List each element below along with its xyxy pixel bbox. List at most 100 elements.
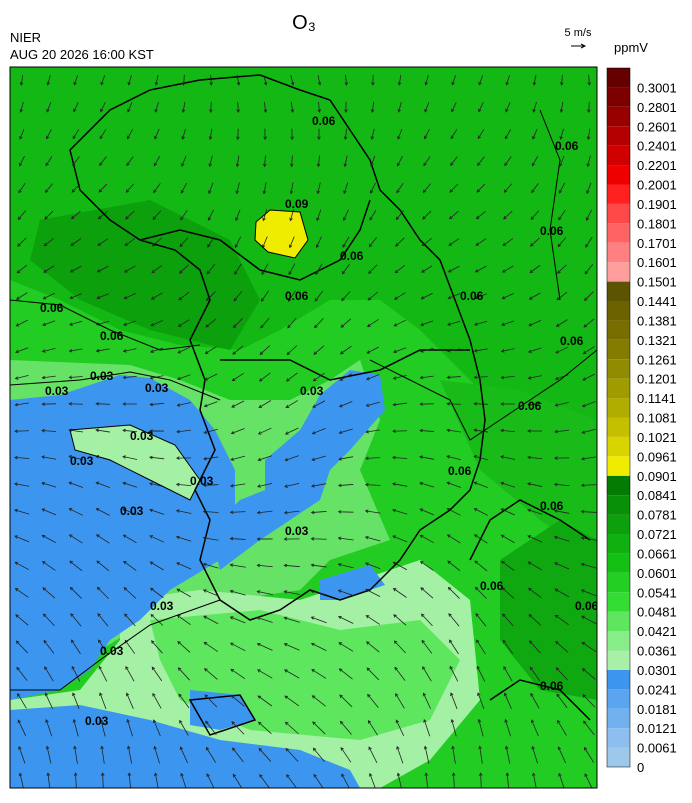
wind-arrow [505,102,511,113]
wind-arrow [208,182,214,195]
wind-arrow [392,508,408,515]
wind-arrow [256,537,273,541]
wind-arrow [262,209,268,222]
wind-arrow [446,348,461,353]
wind-arrow [393,292,406,300]
colorbar-label: 0.1081 [637,411,677,426]
wind-arrow [364,562,381,570]
coastlines [69,74,591,736]
wind-arrow [149,455,165,460]
wind-arrow [72,692,80,710]
wind-arrow [122,455,138,460]
wind-arrow [473,455,489,461]
wind-arrow [96,586,109,599]
wind-arrow [124,613,136,627]
wind-arrow [368,746,378,764]
wind-arrow [126,129,133,140]
wind-arrow [17,210,27,221]
wind-arrow [314,318,324,329]
wind-arrow [583,720,595,736]
wind-arrow [260,290,269,302]
title: O₃ [292,12,316,34]
wind-arrow [365,588,381,597]
wind-arrow [312,372,325,382]
wind-arrow [397,128,403,140]
wind-arrow [19,74,24,86]
colorbar-label: 0.3001 [637,80,677,95]
wind-arrow [478,745,483,764]
wind-arrow [70,210,81,220]
colorbar-unit: ppmV [614,40,648,55]
wind-arrow [17,237,27,247]
wind-arrow [528,613,542,626]
wind-arrow [100,75,106,86]
wind-arrow [477,692,485,710]
colorbar-swatch [607,534,630,554]
wind-arrow [421,265,433,273]
contour-label: 0.06 [575,599,599,613]
field-clean-island [190,690,255,730]
colorbar-label: 0.1381 [637,313,677,328]
wind-arrow [422,666,432,682]
colorbar-label: 0 [637,760,644,775]
contour-label: 0.06 [340,249,364,263]
wind-arrow [312,747,325,763]
wind-arrow [366,346,380,354]
wind-arrow [72,156,80,167]
wind-arrow [154,74,159,86]
wind-arrow [289,155,294,168]
wind-arrow [310,563,327,568]
wind-arrow [73,745,78,764]
wind-arrow [392,374,407,380]
wind-arrow [287,290,296,302]
field-clean-inland [210,370,385,570]
wind-arrow [153,156,161,167]
wind-arrow [557,746,567,764]
wind-arrow [283,590,300,595]
colorbar-swatch [607,631,630,651]
wind-arrow [504,718,511,737]
wind-arrow [392,429,408,433]
wind-arrow [175,509,192,514]
wind-arrow [204,694,218,708]
wind-arrow [581,456,597,461]
wind-arrow [177,346,191,354]
wind-arrow [449,665,459,682]
wind-arrow [558,209,566,221]
wind-arrow [209,74,213,86]
wind-arrow [179,719,189,736]
wind-arrow [69,560,83,572]
wind-arrow [582,346,595,355]
wind-arrow [13,482,30,487]
wind-arrow [446,455,462,461]
wind-arrow [289,236,295,249]
wind-arrow [530,692,540,709]
wind-arrow [367,693,379,708]
wind-arrow [474,293,487,300]
colorbar-label: 0.0601 [637,566,677,581]
wind-arrow [341,291,351,302]
wind-arrow [286,774,297,788]
contour-label: 0.06 [312,114,336,128]
colorbar-label: 0.1261 [637,352,677,367]
colorbar-label: 0.1441 [637,294,677,309]
colorbar-swatch [607,514,630,534]
wind-arrow [151,265,163,274]
wind-arrow [393,347,407,354]
wind-arrow [310,642,327,651]
wind-arrow [151,237,162,247]
wind-arrow [580,509,597,514]
wind-arrow [179,237,189,248]
colorbar-swatch [607,708,630,729]
contour-label: 0.03 [150,599,174,613]
wind-arrow [122,508,137,516]
wind-arrow [368,264,378,274]
wind-arrow [531,155,539,167]
wind-arrow [447,560,461,572]
wind-arrow [344,74,349,86]
wind-arrow [527,587,542,599]
wind-arrow [477,718,484,737]
wind-arrow [394,264,406,274]
wind-arrow [371,74,375,86]
